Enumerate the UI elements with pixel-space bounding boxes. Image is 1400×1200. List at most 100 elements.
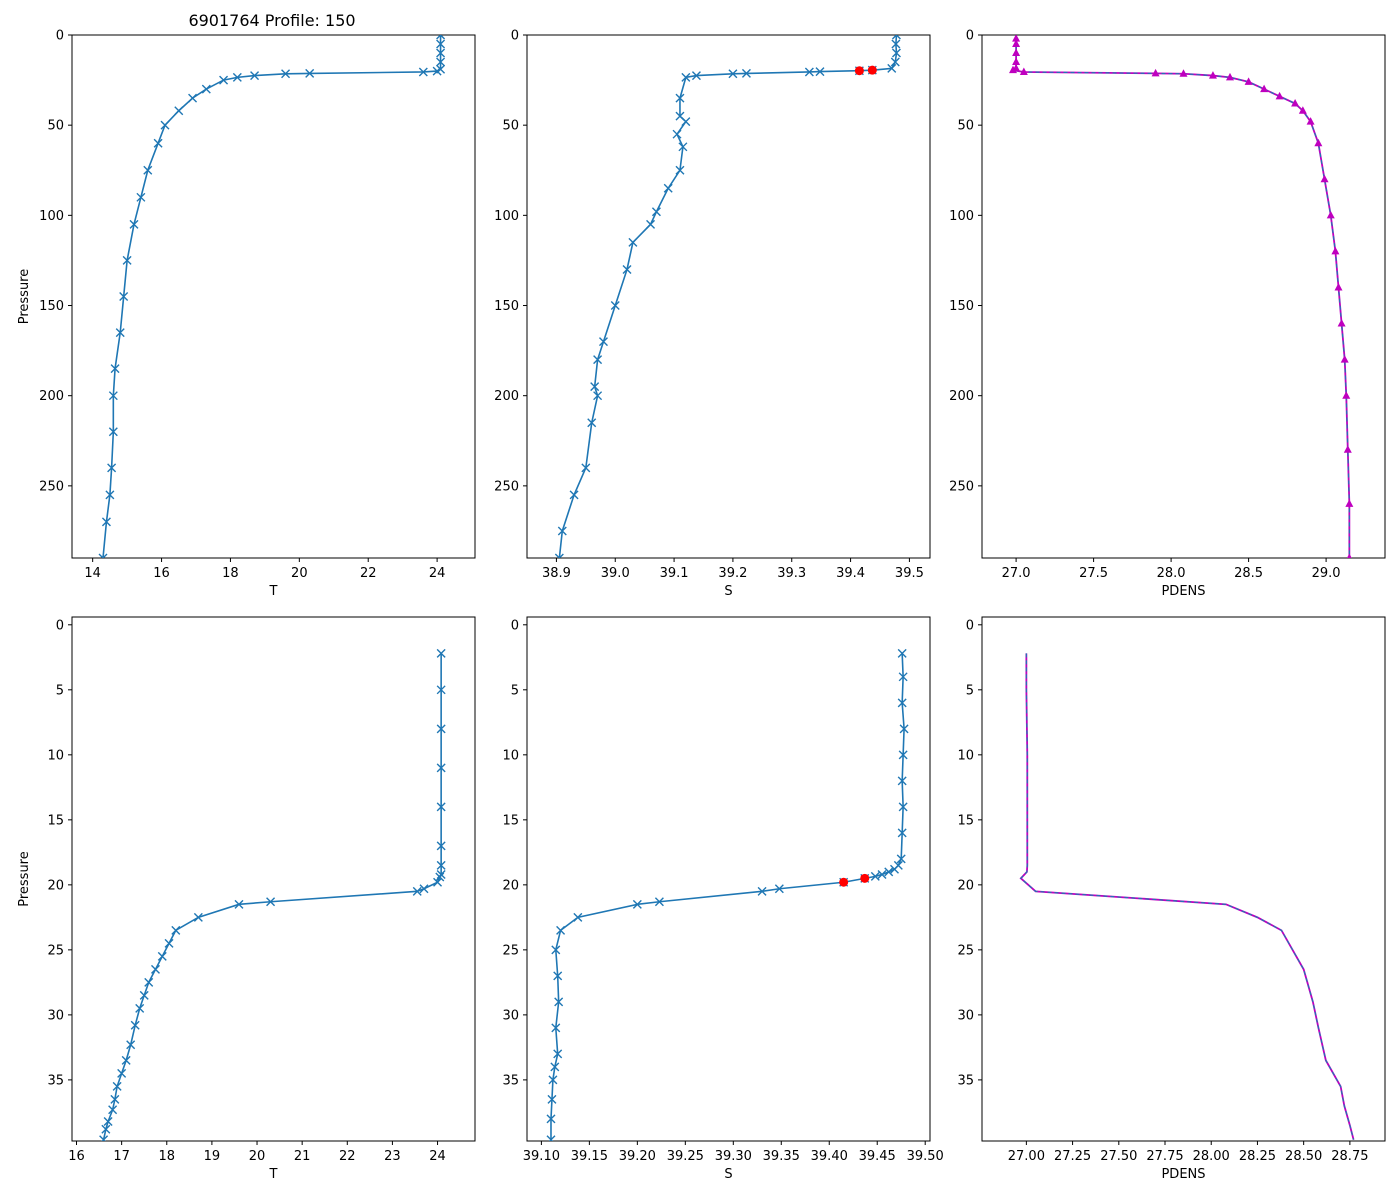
x-tick-label: 39.45 — [859, 1149, 896, 1164]
x-marker — [551, 945, 561, 955]
flagged-point — [839, 877, 849, 887]
x-tick-label: 18 — [158, 1149, 175, 1164]
x-marker — [115, 328, 125, 338]
x-tick-label: 39.0 — [601, 566, 630, 581]
y-tick-label: 50 — [47, 119, 64, 134]
x-tick-label: 39.15 — [571, 1149, 608, 1164]
x-marker — [110, 364, 120, 374]
y-tick-label: 50 — [957, 119, 974, 134]
x-tick-label: 23 — [384, 1149, 401, 1164]
x-marker — [101, 1124, 111, 1134]
x-marker — [234, 899, 244, 909]
y-tick-label: 35 — [502, 1073, 519, 1088]
x-tick-label: 27.75 — [1146, 1149, 1183, 1164]
x-marker — [174, 106, 184, 116]
x-marker — [728, 69, 738, 79]
x-marker — [419, 884, 429, 894]
x-marker — [554, 553, 564, 558]
x-tick-label: 39.2 — [718, 566, 747, 581]
x-marker — [593, 391, 603, 401]
x-tick-label: 39.4 — [836, 566, 865, 581]
y-tick-label: 25 — [957, 943, 974, 958]
y-tick-label: 250 — [949, 479, 974, 494]
triangle-marker — [1151, 68, 1160, 77]
x-marker — [418, 67, 428, 77]
x-tick-label: 22 — [360, 566, 377, 581]
x-marker — [135, 1003, 145, 1013]
figure-title: 6901764 Profile: 150 — [188, 11, 355, 30]
flagged-point — [860, 873, 870, 883]
triangle-marker — [1345, 499, 1354, 507]
x-tick-label: 28.75 — [1331, 1149, 1368, 1164]
x-marker — [678, 142, 688, 152]
x-marker — [553, 1049, 563, 1059]
x-tick-label: 16 — [153, 566, 170, 581]
y-tick-label: 5 — [966, 683, 974, 698]
x-marker — [651, 207, 661, 217]
x-axis-label: PDENS — [1161, 1167, 1205, 1182]
x-marker — [108, 391, 118, 401]
x-marker — [675, 165, 685, 175]
x-marker — [117, 1068, 127, 1078]
x-marker — [433, 877, 443, 887]
x-tick-label: 28.25 — [1239, 1149, 1276, 1164]
y-tick-label: 15 — [502, 813, 519, 828]
series-line — [550, 653, 905, 1140]
triangle-marker — [1019, 67, 1028, 75]
x-marker — [105, 490, 115, 500]
x-marker — [556, 925, 566, 935]
triangle-marker — [1346, 553, 1352, 558]
series-line — [558, 35, 898, 558]
triangle-marker — [1012, 35, 1021, 42]
x-marker — [122, 255, 132, 265]
x-tick-label: 27.00 — [1008, 1149, 1045, 1164]
y-tick-label: 50 — [502, 119, 519, 134]
x-marker — [598, 337, 608, 347]
triangle-marker — [1343, 445, 1352, 453]
triangle-marker — [1340, 355, 1349, 363]
x-marker — [628, 237, 638, 247]
axes-frame — [981, 34, 1386, 559]
x-axis-label: S — [724, 1167, 732, 1182]
y-tick-label: 15 — [957, 813, 974, 828]
triangle-marker — [1331, 246, 1340, 255]
x-tick-label: 14 — [84, 566, 101, 581]
y-tick-label: 0 — [966, 29, 974, 44]
x-marker — [551, 1023, 561, 1033]
triangle-marker — [1306, 117, 1315, 125]
x-marker — [153, 138, 163, 148]
x-tick-label: 39.50 — [907, 1149, 944, 1164]
x-marker — [103, 1117, 113, 1126]
x-marker — [119, 292, 129, 301]
series-line — [102, 653, 442, 1140]
x-marker — [412, 886, 422, 896]
x-marker — [815, 67, 825, 77]
x-marker — [129, 219, 139, 229]
x-tick-label: 39.20 — [619, 1149, 656, 1164]
y-tick-label: 30 — [502, 1008, 519, 1023]
y-tick-label: 30 — [47, 1008, 64, 1023]
x-marker — [547, 1094, 557, 1104]
x-tick-label: 16 — [68, 1149, 85, 1164]
x-marker — [681, 72, 691, 82]
panel-density-zoom: 27.00 27.25 27.50 27.75 28.00 28.25 28.50 28.75… — [957, 616, 1386, 1182]
y-tick-label: 35 — [47, 1073, 64, 1088]
x-marker — [139, 990, 149, 1000]
axes-frame — [71, 616, 476, 1142]
x-marker — [101, 517, 111, 527]
y-tick-label: 25 — [47, 943, 64, 958]
x-marker — [593, 355, 603, 365]
x-marker — [622, 264, 632, 274]
x-marker — [550, 1062, 560, 1072]
triangle-marker — [1179, 69, 1188, 77]
y-tick-label: 0 — [56, 618, 64, 633]
x-marker — [569, 490, 579, 500]
x-tick-label: 29.0 — [1312, 566, 1341, 581]
x-marker — [646, 219, 656, 229]
triangle-marker — [1337, 319, 1346, 327]
x-marker — [877, 869, 887, 879]
x-marker — [897, 648, 907, 658]
x-marker — [557, 526, 567, 536]
x-marker — [757, 886, 767, 896]
triangle-marker — [1226, 72, 1234, 81]
